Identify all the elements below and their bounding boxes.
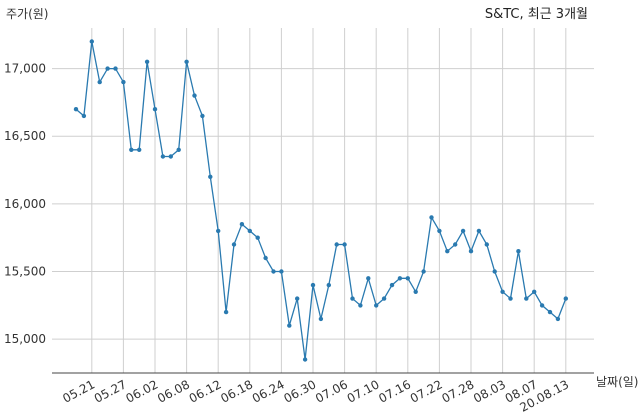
data-point: [524, 296, 529, 301]
data-point: [144, 59, 150, 64]
data-point: [350, 296, 355, 301]
x-axis-title: 날짜(일): [596, 375, 638, 389]
y-tick-label: 15,500: [4, 265, 46, 279]
data-point: [547, 309, 553, 315]
x-tick-label: 06.30: [281, 377, 318, 405]
y-tick-labels: 15,000 15,500 16,000 16,500 17,000: [4, 62, 46, 347]
data-point: [453, 242, 458, 247]
data-point: [563, 296, 568, 301]
data-point: [334, 242, 339, 247]
data-point: [287, 323, 292, 328]
x-tick-label: 07.06: [313, 377, 350, 405]
y-tick-label: 16,000: [4, 197, 46, 211]
data-point: [73, 107, 79, 112]
price-series: [73, 39, 568, 362]
data-point: [152, 107, 158, 112]
x-tick-labels: 05.2105.2706.0206.0806.1206.1806.2406.30…: [60, 377, 571, 414]
x-tick-label: 07.10: [345, 377, 382, 405]
data-point: [184, 59, 189, 64]
data-point: [310, 282, 316, 288]
y-axis-title: 주가(원): [6, 7, 48, 21]
data-point: [121, 79, 126, 85]
data-point: [405, 276, 410, 281]
data-point: [239, 222, 245, 227]
x-tick-label: 07.16: [376, 377, 413, 405]
data-point: [176, 147, 181, 152]
data-point: [326, 282, 331, 288]
data-point: [555, 316, 561, 322]
data-point: [460, 228, 466, 234]
x-tick-label: 07.28: [439, 377, 476, 405]
data-point: [279, 269, 284, 274]
data-point: [397, 276, 403, 281]
data-point: [105, 66, 110, 71]
data-point: [539, 303, 545, 308]
data-point: [389, 282, 395, 288]
data-point: [421, 269, 426, 274]
x-gridlines: [91, 28, 567, 373]
x-tick-label: 05.27: [92, 377, 129, 405]
data-point: [492, 269, 497, 274]
series-line: [75, 41, 567, 360]
x-tick-label: 06.12: [187, 377, 224, 405]
y-tick-label: 17,000: [4, 62, 46, 76]
y-tick-label: 16,500: [4, 129, 46, 143]
data-point: [247, 228, 252, 234]
data-point: [366, 276, 371, 281]
data-point: [113, 66, 118, 71]
data-point: [508, 296, 513, 301]
data-point: [137, 147, 142, 152]
data-point: [374, 303, 379, 308]
x-tick-label: 06.02: [123, 377, 160, 405]
chart-title: S&TC, 최근 3개월: [485, 7, 588, 22]
data-point: [318, 316, 324, 322]
data-point: [429, 215, 434, 220]
x-tick-label: 06.08: [155, 377, 192, 405]
data-point: [223, 309, 229, 315]
data-point: [302, 357, 308, 362]
data-point: [437, 228, 442, 234]
data-point: [263, 255, 268, 261]
data-point: [192, 93, 197, 98]
data-point: [468, 249, 474, 254]
data-point: [168, 154, 173, 159]
data-point: [255, 235, 260, 240]
data-point: [476, 228, 482, 234]
data-point: [81, 113, 87, 119]
data-point: [381, 296, 387, 301]
data-point: [160, 154, 166, 159]
x-tick-label: 07.22: [408, 377, 445, 405]
x-tick-label: 05.21: [60, 377, 97, 405]
data-point: [500, 289, 505, 294]
data-point: [231, 242, 237, 247]
data-point: [516, 249, 521, 254]
data-point: [358, 303, 363, 308]
data-point: [445, 249, 450, 254]
x-tick-label: 06.24: [250, 377, 287, 405]
x-tick-label: 08.03: [471, 377, 508, 405]
data-point: [484, 242, 489, 247]
data-point: [216, 228, 221, 234]
y-tick-label: 15,000: [4, 332, 46, 346]
data-point: [208, 174, 213, 179]
data-point: [97, 79, 102, 85]
y-gridlines: [52, 68, 594, 340]
data-point: [295, 296, 300, 301]
data-point: [89, 39, 95, 44]
data-point: [271, 269, 276, 274]
data-point: [532, 289, 537, 294]
data-point: [342, 242, 347, 247]
data-point: [200, 113, 205, 119]
data-point: [129, 147, 134, 152]
data-point: [413, 289, 418, 294]
x-tick-label: 06.18: [218, 377, 255, 405]
